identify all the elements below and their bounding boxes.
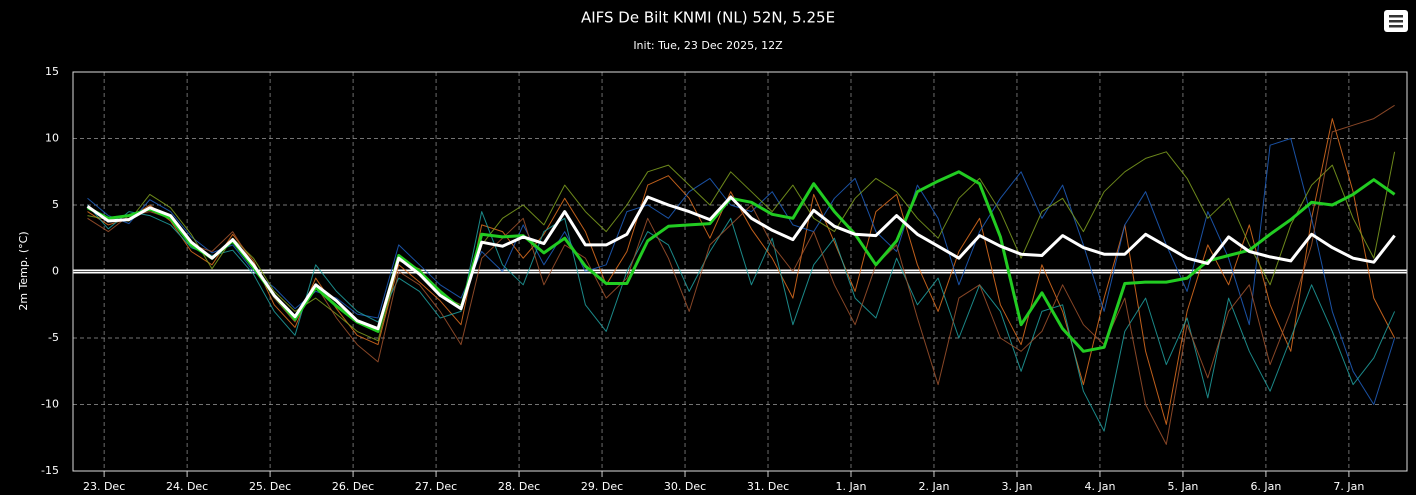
x-tick-label: 28. Dec xyxy=(498,480,540,493)
y-tick-label: -10 xyxy=(41,398,59,411)
series-line xyxy=(86,195,1396,331)
y-tick-label: -15 xyxy=(41,464,59,477)
x-tick-label: 29. Dec xyxy=(581,480,623,493)
y-tick-label: 15 xyxy=(45,65,59,78)
chart-title: AIFS De Bilt KNMI (NL) 52N, 5.25E xyxy=(581,9,835,27)
x-tick-label: 30. Dec xyxy=(664,480,706,493)
menu-bar xyxy=(1389,25,1403,28)
y-axis-label: 2m Temp. (°C) xyxy=(17,231,30,310)
x-tick-label: 5. Jan xyxy=(1167,480,1198,493)
x-tick-label: 31. Dec xyxy=(747,480,789,493)
x-tick-label: 7. Jan xyxy=(1333,480,1364,493)
zero-line-inner xyxy=(73,271,1407,272)
x-tick-label: 2. Jan xyxy=(919,480,950,493)
menu-bar xyxy=(1389,20,1403,23)
menu-bar xyxy=(1389,15,1403,18)
y-tick-label: 5 xyxy=(52,198,59,211)
chart-subtitle: Init: Tue, 23 Dec 2025, 12Z xyxy=(633,39,783,52)
y-tick-label: 0 xyxy=(52,265,59,278)
x-tick-label: 26. Dec xyxy=(332,480,374,493)
x-tick-label: 3. Jan xyxy=(1001,480,1032,493)
x-tick-label: 1. Jan xyxy=(836,480,867,493)
x-tick-label: 24. Dec xyxy=(166,480,208,493)
y-tick-label: 10 xyxy=(45,132,59,145)
x-tick-label: 6. Jan xyxy=(1250,480,1281,493)
x-tick-label: 23. Dec xyxy=(83,480,125,493)
menu-button[interactable] xyxy=(1384,10,1408,32)
x-tick-label: 4. Jan xyxy=(1084,480,1115,493)
plot-border xyxy=(72,71,1408,472)
y-tick-label: -5 xyxy=(48,331,59,344)
x-tick-label: 27. Dec xyxy=(415,480,457,493)
x-tick-label: 25. Dec xyxy=(249,480,291,493)
